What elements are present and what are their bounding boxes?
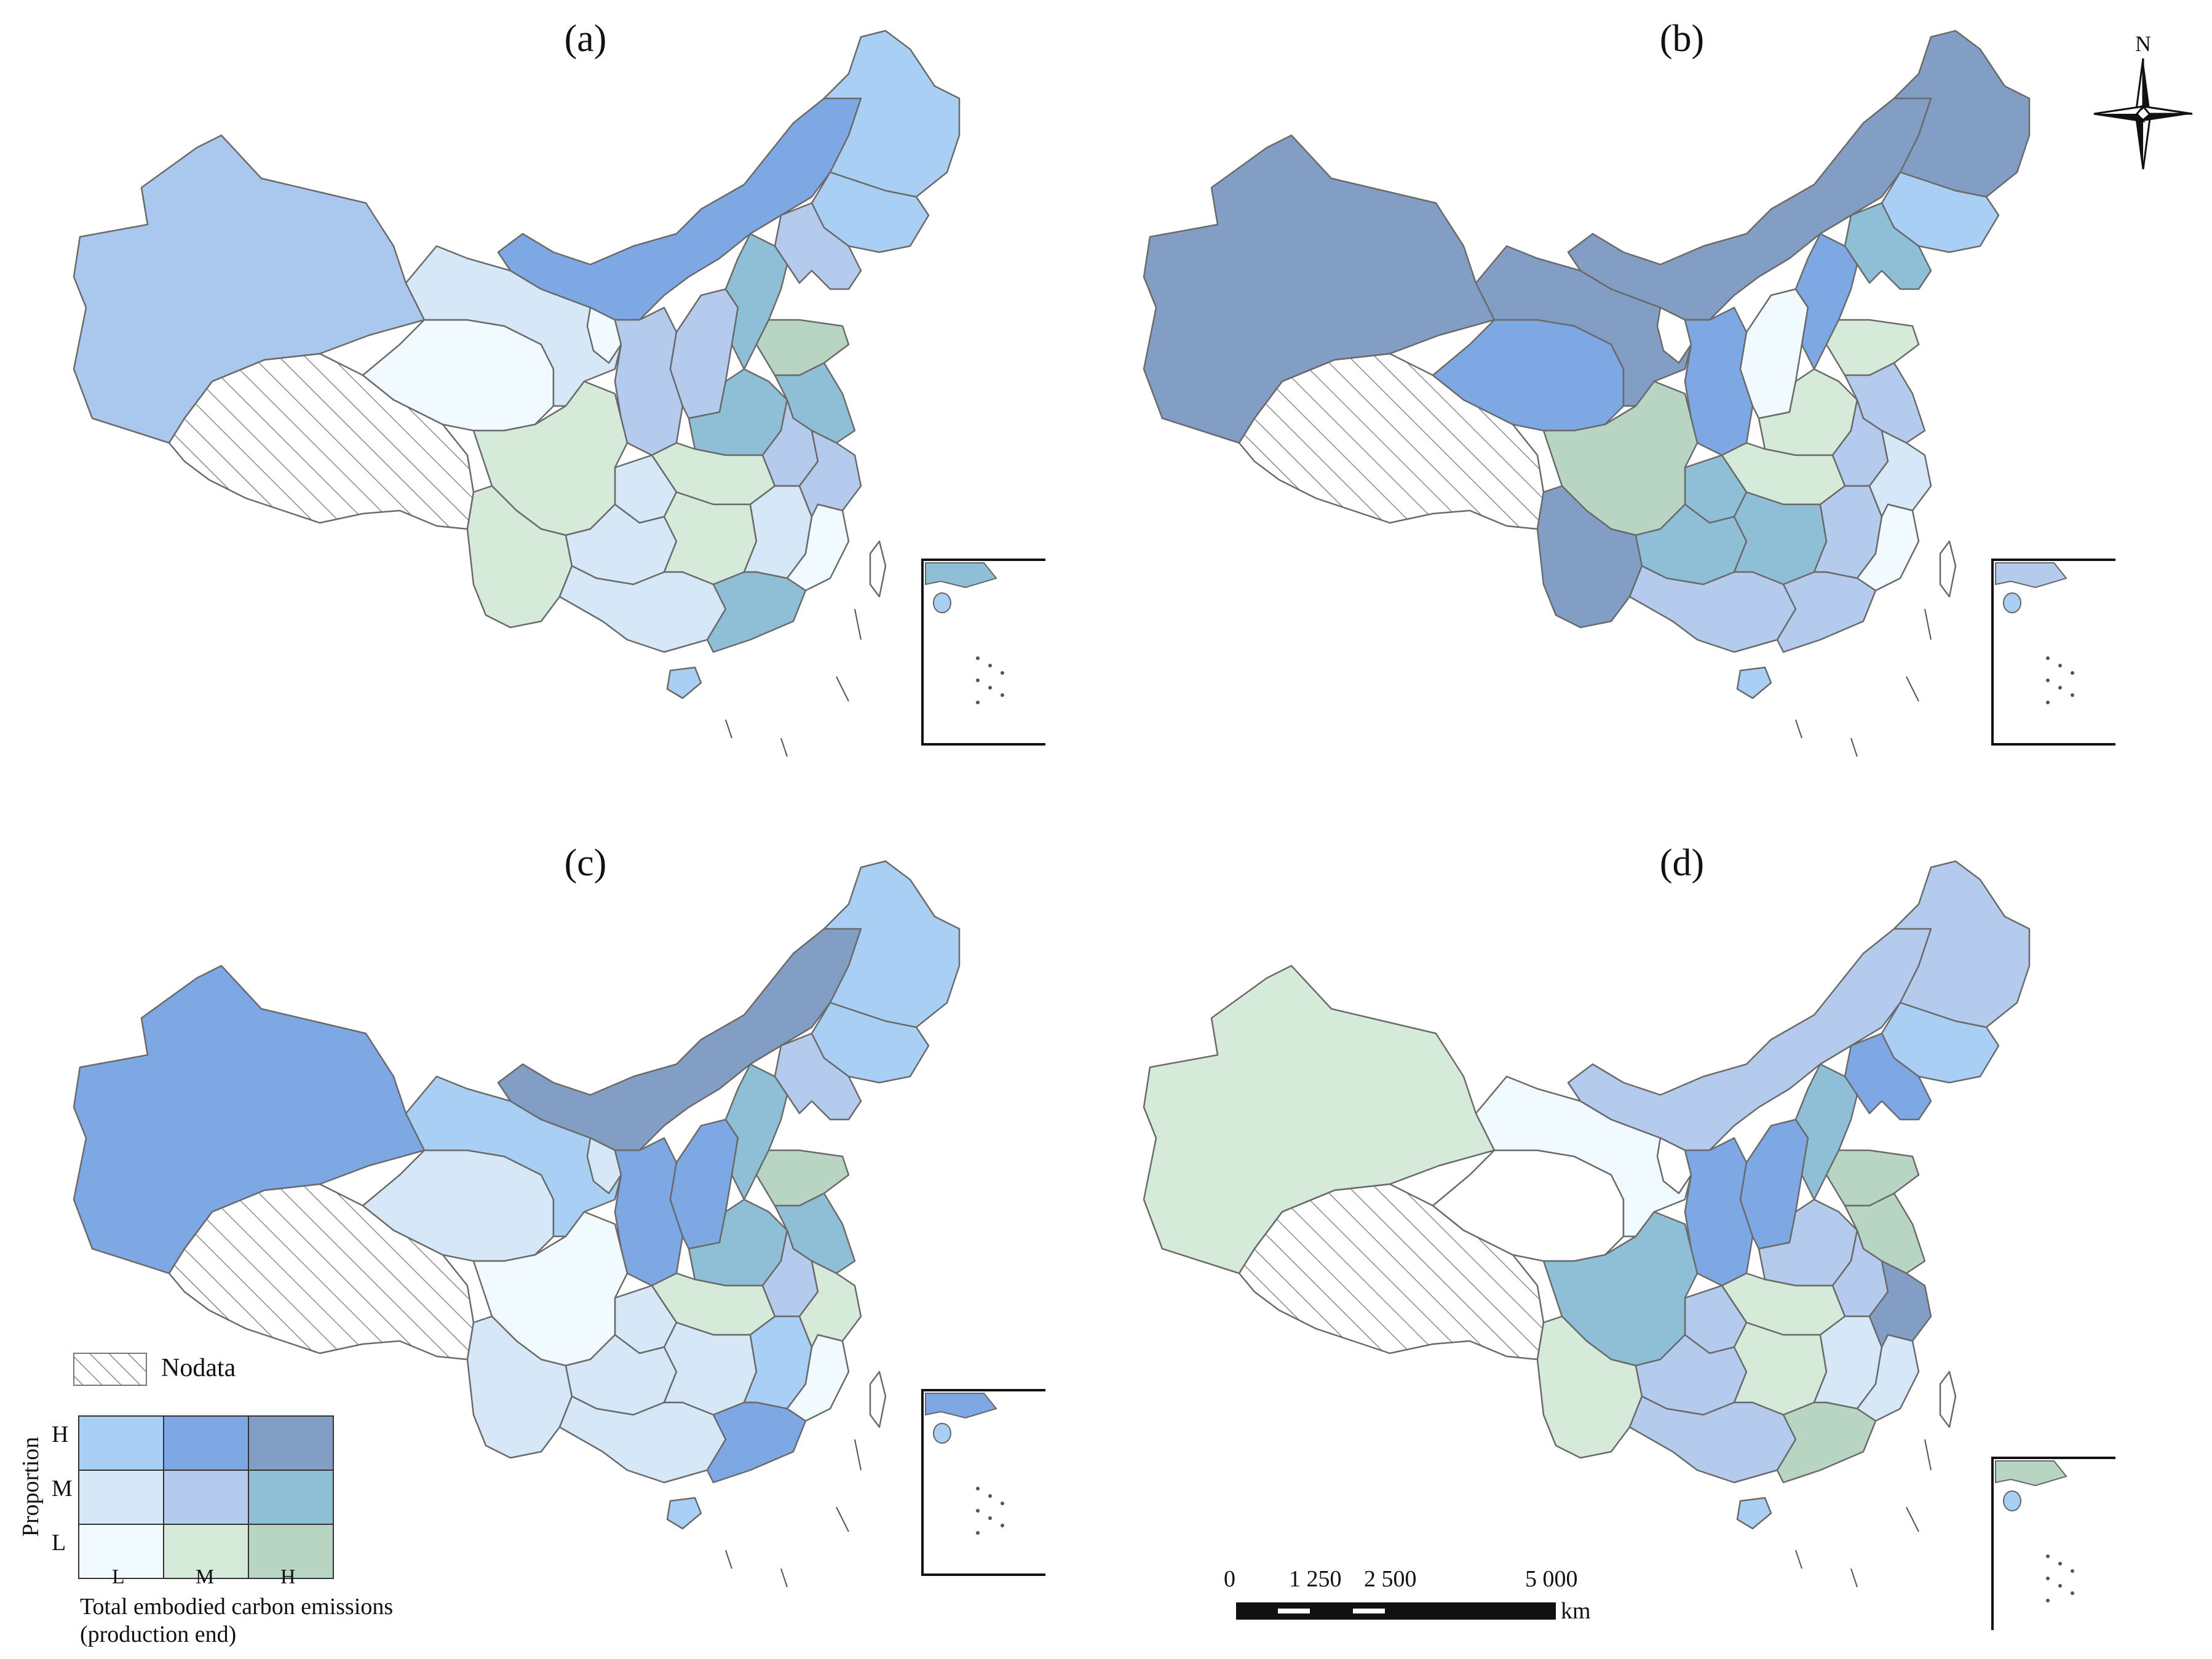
- south-sea-islands: [1795, 1439, 1932, 1588]
- province-taiwan: [869, 540, 887, 598]
- china-map-a: [73, 30, 1045, 757]
- x-level-mid: M: [196, 1566, 215, 1588]
- province-guangdong: [706, 1401, 807, 1484]
- legend-cell: [248, 1470, 334, 1525]
- south-china-sea-inset: [1991, 1457, 2115, 1630]
- province-gansu: [405, 1075, 622, 1238]
- map-panel-d: (d): [1070, 830, 2115, 1630]
- legend-cell: [78, 1524, 164, 1579]
- province-innermongolia: [1567, 73, 1932, 321]
- scale-tick-0: 0: [1224, 1566, 1235, 1592]
- x-level-high: H: [280, 1566, 296, 1588]
- legend-cell: [163, 1470, 249, 1525]
- x-axis-label-line1: Total embodied carbon emissions: [80, 1594, 394, 1620]
- province-gansu: [405, 245, 622, 407]
- province-heilongjiang: [1893, 860, 2031, 1028]
- south-china-sea-inset: [921, 559, 1045, 746]
- nodata-label: Nodata: [161, 1354, 236, 1382]
- scale-bar: 0 1 250 2 500 5 000 km: [1224, 1566, 1617, 1639]
- legend: Nodata Proportion H M L L M H Total embo…: [0, 1341, 443, 1655]
- south-china-sea-inset: [921, 1389, 1045, 1576]
- x-axis-label-line2: (production end): [80, 1621, 237, 1647]
- legend-graphic: [73, 1353, 334, 1579]
- province-gansu: [1475, 245, 1692, 407]
- map-panel-c: (c): [0, 830, 1045, 1630]
- south-sea-islands: [725, 608, 862, 757]
- province-taiwan: [869, 1371, 887, 1428]
- province-taiwan: [1939, 540, 1957, 598]
- map-panel-b: (b): [1070, 0, 2115, 800]
- legend-cell: [163, 1524, 249, 1579]
- province-hunan: [663, 1321, 758, 1416]
- province-innermongolia: [497, 73, 862, 321]
- south-sea-islands: [1795, 608, 1932, 757]
- y-level-high: H: [52, 1422, 69, 1447]
- x-level-low: L: [112, 1566, 125, 1588]
- province-hunan: [1733, 1321, 1828, 1416]
- china-map-d: [1143, 860, 2115, 1630]
- china-map-c: [73, 860, 1045, 1588]
- province-taiwan: [1939, 1371, 1957, 1428]
- scale-tick-2500: 2 500: [1364, 1566, 1417, 1592]
- compass-rose-icon: [2093, 58, 2193, 170]
- china-map-b: [1143, 30, 2115, 757]
- north-label: N: [2135, 31, 2151, 56]
- province-shandong: [1825, 1149, 1920, 1207]
- panel-label: (a): [564, 18, 607, 60]
- scale-bar-graphic: [1236, 1602, 1556, 1620]
- province-fujian: [786, 503, 850, 592]
- province-fujian: [1856, 1334, 1920, 1422]
- south-sea-islands: [725, 1439, 862, 1588]
- province-fujian: [786, 1334, 850, 1422]
- province-guangdong: [1776, 1401, 1877, 1484]
- province-fujian: [1856, 503, 1920, 592]
- legend-cell: [248, 1415, 334, 1471]
- province-heilongjiang: [823, 30, 961, 198]
- map-panel-a: (a): [0, 0, 1045, 800]
- y-level-mid: M: [52, 1476, 73, 1502]
- province-hainan: [666, 1497, 702, 1530]
- province-shandong: [755, 319, 850, 376]
- scale-unit: km: [1561, 1598, 1591, 1624]
- province-guangdong: [1776, 571, 1877, 653]
- legend-cell: [78, 1415, 164, 1471]
- panel-label: (d): [1659, 842, 1705, 884]
- province-gansu: [1475, 1075, 1692, 1238]
- legend-cell: [163, 1415, 249, 1471]
- legend-cell: [248, 1524, 334, 1579]
- province-innermongolia: [497, 903, 862, 1152]
- legend-cell: [78, 1470, 164, 1525]
- province-shandong: [755, 1149, 850, 1207]
- y-level-low: L: [52, 1530, 66, 1556]
- province-guangdong: [706, 571, 807, 653]
- province-hainan: [666, 666, 702, 699]
- province-hunan: [1733, 491, 1828, 586]
- y-axis-label: Proportion: [18, 1436, 44, 1537]
- province-shandong: [1825, 319, 1920, 376]
- province-hainan: [1736, 666, 1772, 699]
- panel-label: (c): [564, 842, 607, 884]
- panel-label: (b): [1659, 18, 1705, 60]
- province-hainan: [1736, 1497, 1772, 1530]
- province-hunan: [663, 491, 758, 586]
- south-china-sea-inset: [1991, 559, 2115, 746]
- nodata-swatch: [73, 1353, 147, 1386]
- scale-tick-1250: 1 250: [1289, 1566, 1342, 1592]
- province-heilongjiang: [823, 860, 961, 1028]
- scale-tick-5000: 5 000: [1525, 1566, 1578, 1592]
- north-arrow: N: [2091, 31, 2195, 172]
- province-heilongjiang: [1893, 30, 2031, 198]
- province-innermongolia: [1567, 903, 1932, 1152]
